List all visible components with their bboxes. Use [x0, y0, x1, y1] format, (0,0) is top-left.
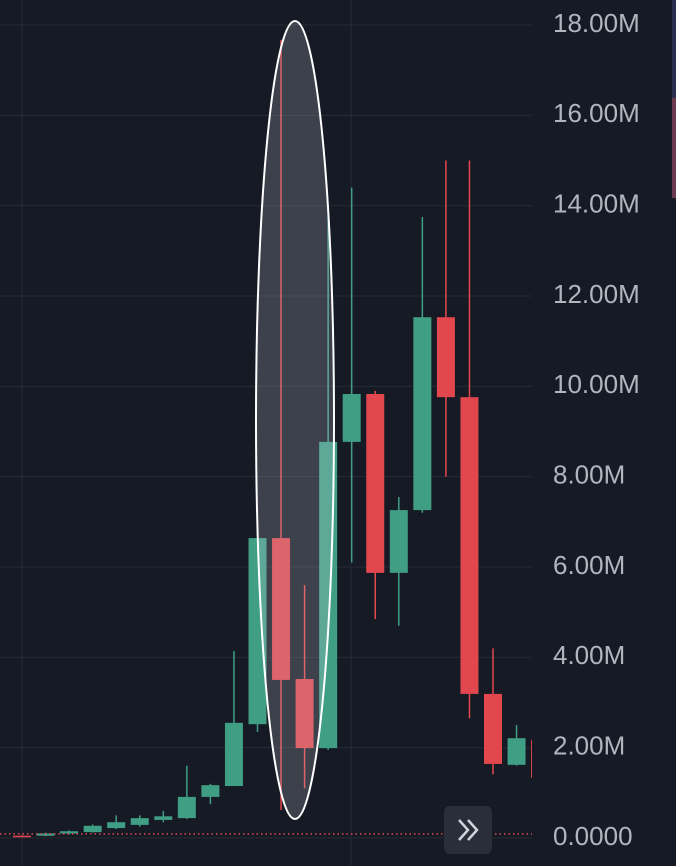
candle-body	[177, 796, 196, 819]
highlight-ellipse	[255, 20, 335, 820]
y-tick-label: 14.00M	[553, 189, 640, 219]
candle-body	[295, 679, 314, 749]
candle-body	[224, 722, 243, 787]
candle-body	[460, 397, 479, 694]
scroll-to-latest-button[interactable]	[444, 806, 492, 854]
candle-body	[107, 822, 126, 829]
chevron-icon	[458, 819, 470, 841]
candle-body	[484, 693, 502, 764]
y-tick-label: 0.0000	[553, 821, 633, 851]
candle-body	[83, 825, 102, 833]
candle-body	[60, 831, 79, 834]
chevron-icon	[467, 819, 479, 841]
candle-body	[342, 394, 361, 442]
candle-body	[272, 538, 291, 680]
y-tick-label: 4.00M	[553, 640, 625, 670]
y-tick-label: 16.00M	[553, 98, 640, 128]
edge-strip	[672, 98, 676, 198]
y-tick-label: 6.00M	[553, 550, 625, 580]
candle-body	[436, 317, 455, 398]
y-tick-label: 10.00M	[553, 369, 640, 399]
y-tick-label: 18.00M	[553, 8, 640, 38]
candle-body	[13, 835, 31, 838]
candle-body	[413, 317, 432, 511]
candle-body	[154, 816, 173, 820]
y-axis: 0.0000 2.00M 4.00M 6.00M 8.00M 10.00M 12.00M 14…	[553, 8, 640, 851]
candle-body	[389, 510, 408, 573]
y-tick-label: 12.00M	[553, 279, 640, 309]
candle-body	[531, 739, 532, 778]
candle-body	[248, 538, 267, 725]
edge-strip	[672, 0, 676, 98]
candle-body	[366, 394, 385, 573]
candle-body	[201, 785, 220, 797]
grid	[0, 24, 532, 839]
candle-body	[507, 738, 526, 765]
y-tick-label: 8.00M	[553, 460, 625, 490]
y-tick-label: 2.00M	[553, 731, 625, 761]
candle-body	[130, 818, 149, 825]
